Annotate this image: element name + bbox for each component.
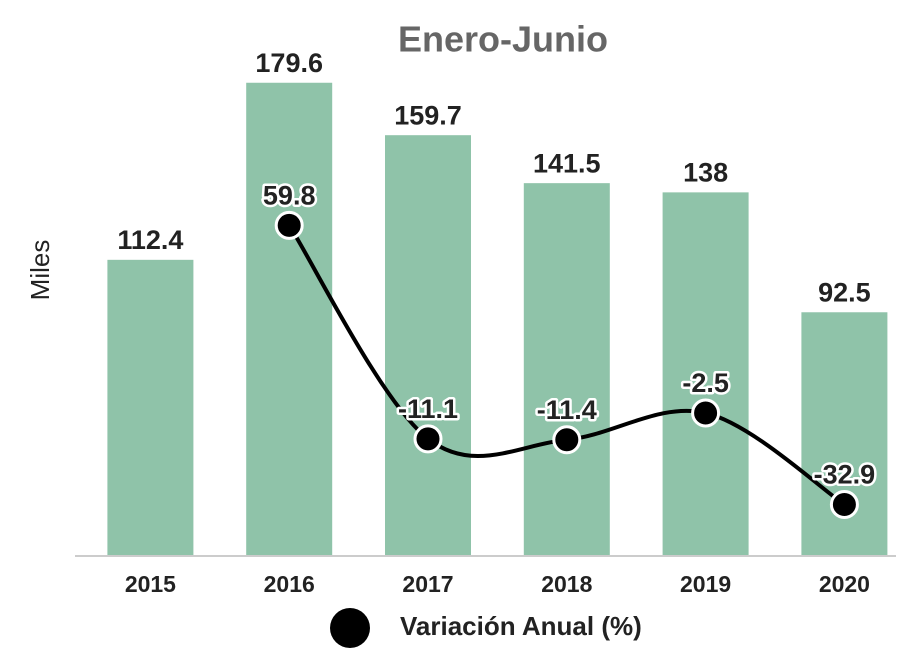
marker xyxy=(552,425,582,455)
data-label: -2.5 xyxy=(682,368,729,398)
marker xyxy=(691,398,721,428)
data-label: 59.8 xyxy=(263,180,316,210)
legend-label: Variación Anual (%) xyxy=(400,611,642,641)
bar xyxy=(662,192,749,556)
data-label: 159.7 xyxy=(394,100,462,130)
y-axis-label: Miles xyxy=(25,240,55,301)
marker xyxy=(274,210,304,240)
data-label: 138 xyxy=(683,157,728,187)
data-label: 112.4 xyxy=(117,225,183,255)
data-label: 179.6 xyxy=(255,48,323,78)
x-tick-label: 2019 xyxy=(680,571,731,597)
bar xyxy=(801,312,888,556)
legend-marker xyxy=(330,608,370,648)
bar xyxy=(107,259,194,556)
x-tick-label: 2017 xyxy=(402,571,453,597)
bar xyxy=(523,183,610,556)
marker xyxy=(829,490,859,520)
x-tick-label: 2020 xyxy=(819,571,870,597)
bar xyxy=(385,135,471,557)
chart-title: Enero-Junio xyxy=(398,19,608,60)
x-tick-label: 2015 xyxy=(125,571,176,597)
x-tick-label: 2018 xyxy=(541,571,592,597)
data-label: -11.4 xyxy=(537,395,597,425)
marker xyxy=(413,424,443,454)
data-label: -32.9 xyxy=(814,460,876,490)
data-label: 141.5 xyxy=(533,148,601,178)
x-tick-label: 2016 xyxy=(264,571,315,597)
data-label: 92.5 xyxy=(818,277,871,307)
data-label: -11.1 xyxy=(398,394,458,424)
bar xyxy=(246,82,333,556)
